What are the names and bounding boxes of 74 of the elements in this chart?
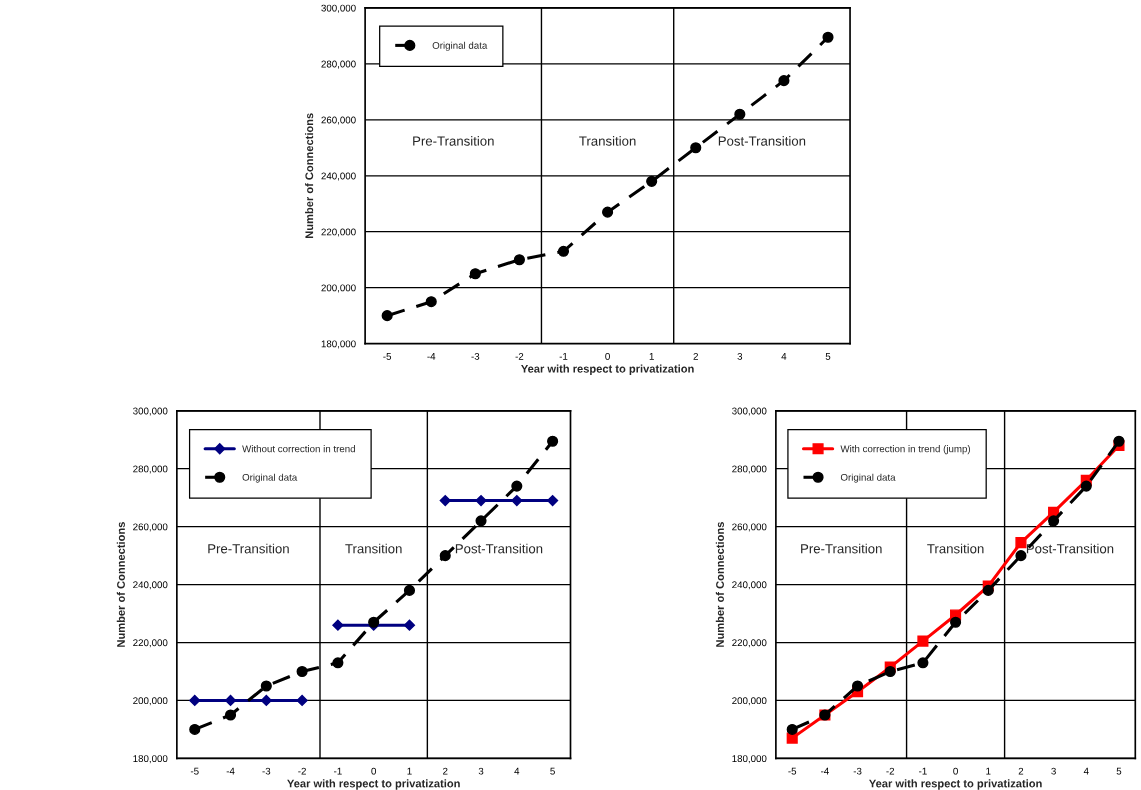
y-tick-label: 300,000 <box>321 4 356 13</box>
x-tick-label: 3 <box>478 767 484 775</box>
legend-label: Without correction in trend <box>242 445 355 453</box>
x-tick-label: 2 <box>1018 767 1024 775</box>
x-tick-label: -1 <box>334 767 342 775</box>
y-axis-title: Number of Connections <box>305 113 314 238</box>
x-tick-label: -5 <box>383 353 392 360</box>
x-tick-label: 2 <box>443 767 448 775</box>
y-tick-label: 240,000 <box>321 172 356 181</box>
x-tick-label: 1 <box>407 767 412 775</box>
x-tick-label: -2 <box>298 767 306 775</box>
x-tick-label: -3 <box>262 767 271 775</box>
x-tick-label: 0 <box>953 767 958 775</box>
x-tick-label: -1 <box>919 767 927 775</box>
y-tick-label: 220,000 <box>732 639 767 648</box>
x-tick-label: 5 <box>825 353 831 360</box>
annotation: Pre-Transition <box>208 543 289 554</box>
x-tick-label: 4 <box>514 767 520 775</box>
y-tick-label: 280,000 <box>732 465 767 474</box>
x-tick-label: -4 <box>821 767 829 775</box>
y-tick-label: 240,000 <box>133 581 168 590</box>
x-tick-label: 1 <box>649 353 654 360</box>
x-tick-label: -5 <box>788 767 797 775</box>
y-tick-label: 300,000 <box>133 407 168 416</box>
x-tick-label: -2 <box>886 767 895 775</box>
x-tick-label: 1 <box>986 767 991 775</box>
annotation: Transition <box>579 136 636 146</box>
y-tick-label: 260,000 <box>732 523 767 532</box>
x-tick-label: -3 <box>853 767 862 775</box>
annotation: Post-Transition <box>1026 543 1114 554</box>
x-tick-label: 3 <box>1051 767 1056 775</box>
x-tick-label: -4 <box>427 353 436 360</box>
annotation: Pre-Transition <box>801 543 882 554</box>
x-tick-label: 3 <box>737 352 743 360</box>
x-tick-label: 2 <box>693 352 698 360</box>
x-axis-title: Year with respect to privatization <box>869 779 1042 790</box>
y-tick-label: 280,000 <box>133 465 168 474</box>
x-tick-label: -2 <box>515 352 524 360</box>
y-tick-label: 240,000 <box>732 581 767 590</box>
y-tick-label: 220,000 <box>321 228 356 237</box>
annotation: Transition <box>927 543 984 554</box>
y-tick-label: 180,000 <box>732 755 767 764</box>
y-tick-label: 260,000 <box>321 116 356 125</box>
y-tick-label: 180,000 <box>321 340 356 349</box>
x-axis-title: Year with respect to privatization <box>521 364 694 375</box>
y-tick-label: 260,000 <box>133 523 168 532</box>
annotation: Post-Transition <box>718 136 806 146</box>
annotation: Transition <box>345 543 402 554</box>
y-tick-label: 180,000 <box>133 755 168 764</box>
y-tick-label: 220,000 <box>133 639 168 648</box>
x-tick-label: -1 <box>559 353 568 360</box>
legend-label: Original data <box>432 41 488 51</box>
x-tick-label: 5 <box>1116 767 1122 775</box>
x-axis-title: Year with respect to privatization <box>287 779 460 790</box>
x-tick-label: 5 <box>550 767 555 775</box>
y-axis-title: Number of Connections <box>116 522 125 647</box>
legend-label: Original data <box>840 473 896 483</box>
x-tick-label: -4 <box>226 767 235 775</box>
y-axis-title: Number of Connections <box>715 522 724 647</box>
legend-label: Original data <box>242 473 298 483</box>
legend-label: With correction in trend (jump) <box>840 445 971 455</box>
x-tick-label: 0 <box>371 767 376 775</box>
x-tick-label: -3 <box>471 352 480 360</box>
y-tick-label: 300,000 <box>732 407 767 416</box>
x-tick-label: 4 <box>781 353 787 360</box>
y-tick-label: 200,000 <box>321 284 356 293</box>
y-tick-label: 200,000 <box>133 697 168 706</box>
x-tick-label: 4 <box>1083 767 1089 775</box>
y-tick-label: 280,000 <box>321 60 356 69</box>
x-tick-label: 0 <box>605 352 610 360</box>
annotation: Pre-Transition <box>413 136 494 146</box>
x-tick-label: -5 <box>190 767 199 775</box>
y-tick-label: 200,000 <box>732 697 767 706</box>
annotation: Post-Transition <box>455 543 543 554</box>
